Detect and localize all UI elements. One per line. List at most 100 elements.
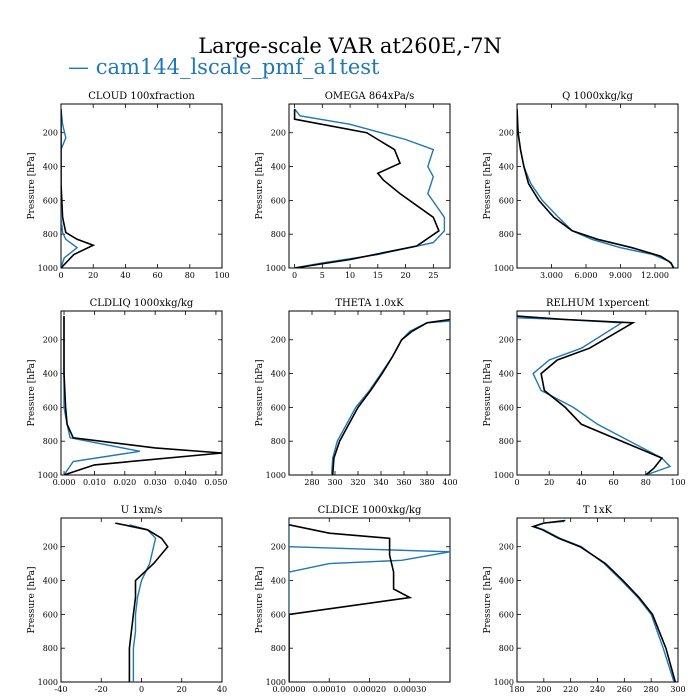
- panel-title: U 1xm/s: [121, 505, 163, 516]
- y-axis-label: Pressure [hPa]: [27, 359, 37, 426]
- x-tick-label: 5: [320, 271, 325, 280]
- x-tick-label: 0.040: [174, 478, 197, 487]
- y-tick-label: 800: [43, 644, 58, 653]
- series-line-blue: [532, 520, 675, 682]
- series-line-blue: [294, 108, 446, 268]
- y-axis-label: Pressure [hPa]: [483, 359, 493, 426]
- x-tick-label: 0.000: [53, 478, 76, 487]
- plot-frame: [60, 103, 223, 269]
- x-tick-label: 10: [345, 271, 355, 280]
- x-tick-label: 300: [327, 478, 342, 487]
- x-tick-label: 400: [442, 478, 457, 487]
- x-tick-label: 60: [153, 271, 163, 280]
- series-line-blue: [129, 524, 157, 682]
- y-axis-label: Pressure [hPa]: [483, 566, 493, 633]
- y-tick-label: 800: [499, 230, 514, 239]
- panel-title: Q 1000xkg/kg: [562, 91, 633, 102]
- y-tick-label: 800: [499, 437, 514, 446]
- series-line-black: [115, 522, 169, 682]
- x-tick-label: 80: [185, 271, 195, 280]
- y-tick-label: 1000: [266, 678, 286, 687]
- x-tick-label: 0.00010: [313, 685, 346, 694]
- y-tick-label: 400: [271, 370, 286, 379]
- figure-title: Large-scale VAR at260E,-7N: [198, 34, 502, 58]
- series-line-black: [530, 519, 677, 682]
- panel-3: CLDLIQ 1000xkg/kg Pressure [hPa] 200 400 600…: [27, 298, 227, 487]
- x-tick-label: 0.00020: [353, 685, 386, 694]
- panel-title: CLOUD 100xfraction: [88, 91, 195, 102]
- y-tick-label: 1000: [494, 264, 514, 273]
- series-line-blue: [289, 523, 450, 682]
- x-tick-label: 3.000: [540, 271, 563, 280]
- y-tick-label: 800: [271, 437, 286, 446]
- x-tick-label: 340: [373, 478, 388, 487]
- x-tick-label: -40: [55, 685, 68, 694]
- x-tick-label: 40: [120, 271, 130, 280]
- x-tick-label: 20: [177, 685, 187, 694]
- panel-5: RELHUM 1xpercent Pressure [hPa] 200 400 600 8…: [483, 298, 686, 487]
- panel-title: RELHUM 1xpercent: [546, 298, 649, 309]
- panel-7: CLDICE 1000xkg/kg Pressure [hPa] 200 400 600…: [255, 505, 451, 694]
- legend-dash: —: [68, 55, 89, 79]
- x-tick-label: 320: [350, 478, 365, 487]
- panel-title: OMEGA 864xPa/s: [325, 91, 415, 102]
- y-tick-label: 200: [43, 336, 58, 345]
- x-tick-label: 180: [509, 685, 524, 694]
- series-line-black: [293, 109, 440, 268]
- x-tick-label: 360: [396, 478, 411, 487]
- x-tick-label: 0: [139, 685, 144, 694]
- x-tick-label: 0.00030: [393, 685, 426, 694]
- y-tick-label: 600: [43, 403, 58, 412]
- x-tick-label: 40: [217, 685, 227, 694]
- y-tick-label: 400: [43, 370, 58, 379]
- x-tick-label: 80: [641, 478, 651, 487]
- y-tick-label: 200: [499, 336, 514, 345]
- y-tick-label: 400: [499, 370, 514, 379]
- x-tick-label: 0.00000: [272, 685, 305, 694]
- x-tick-label: 60: [609, 478, 619, 487]
- y-tick-label: 400: [499, 163, 514, 172]
- y-tick-label: 400: [43, 577, 58, 586]
- x-tick-label: 6.000: [575, 271, 598, 280]
- y-axis-label: Pressure [hPa]: [483, 152, 493, 219]
- y-tick-label: 600: [499, 610, 514, 619]
- y-tick-label: 800: [271, 644, 286, 653]
- y-tick-label: 600: [43, 196, 58, 205]
- plot-frame: [60, 517, 223, 683]
- series-line-black: [517, 109, 675, 268]
- panel-2: Q 1000xkg/kg Pressure [hPa] 200 400 600 800 10…: [483, 91, 679, 280]
- plot-frame: [516, 517, 679, 683]
- y-tick-label: 200: [499, 129, 514, 138]
- y-tick-label: 800: [499, 644, 514, 653]
- x-tick-label: 100: [670, 478, 685, 487]
- y-tick-label: 400: [271, 577, 286, 586]
- plot-frame: [288, 103, 451, 269]
- y-tick-label: 400: [499, 577, 514, 586]
- legend-label: cam144_lscale_pmf_a1test: [95, 55, 380, 79]
- y-tick-label: 600: [499, 196, 514, 205]
- y-axis-label: Pressure [hPa]: [255, 152, 265, 219]
- panel-4: THETA 1.0xK Pressure [hPa] 200 400 600 800 100…: [255, 298, 458, 487]
- series-line-blue: [517, 109, 676, 268]
- y-tick-label: 600: [499, 403, 514, 412]
- x-tick-label: 280: [304, 478, 319, 487]
- x-tick-label: 0: [58, 271, 63, 280]
- panel-title: THETA 1.0xK: [335, 298, 404, 309]
- x-tick-label: 12.000: [641, 271, 669, 280]
- y-tick-label: 600: [271, 196, 286, 205]
- y-tick-label: 1000: [266, 471, 286, 480]
- y-tick-label: 1000: [266, 264, 286, 273]
- y-tick-label: 1000: [38, 471, 58, 480]
- legend: — cam144_lscale_pmf_a1test: [68, 55, 379, 79]
- x-tick-label: 20: [400, 271, 410, 280]
- y-tick-label: 1000: [494, 471, 514, 480]
- y-tick-label: 600: [43, 610, 58, 619]
- y-axis-label: Pressure [hPa]: [27, 152, 37, 219]
- y-tick-label: 1000: [494, 678, 514, 687]
- x-tick-label: 200: [536, 685, 551, 694]
